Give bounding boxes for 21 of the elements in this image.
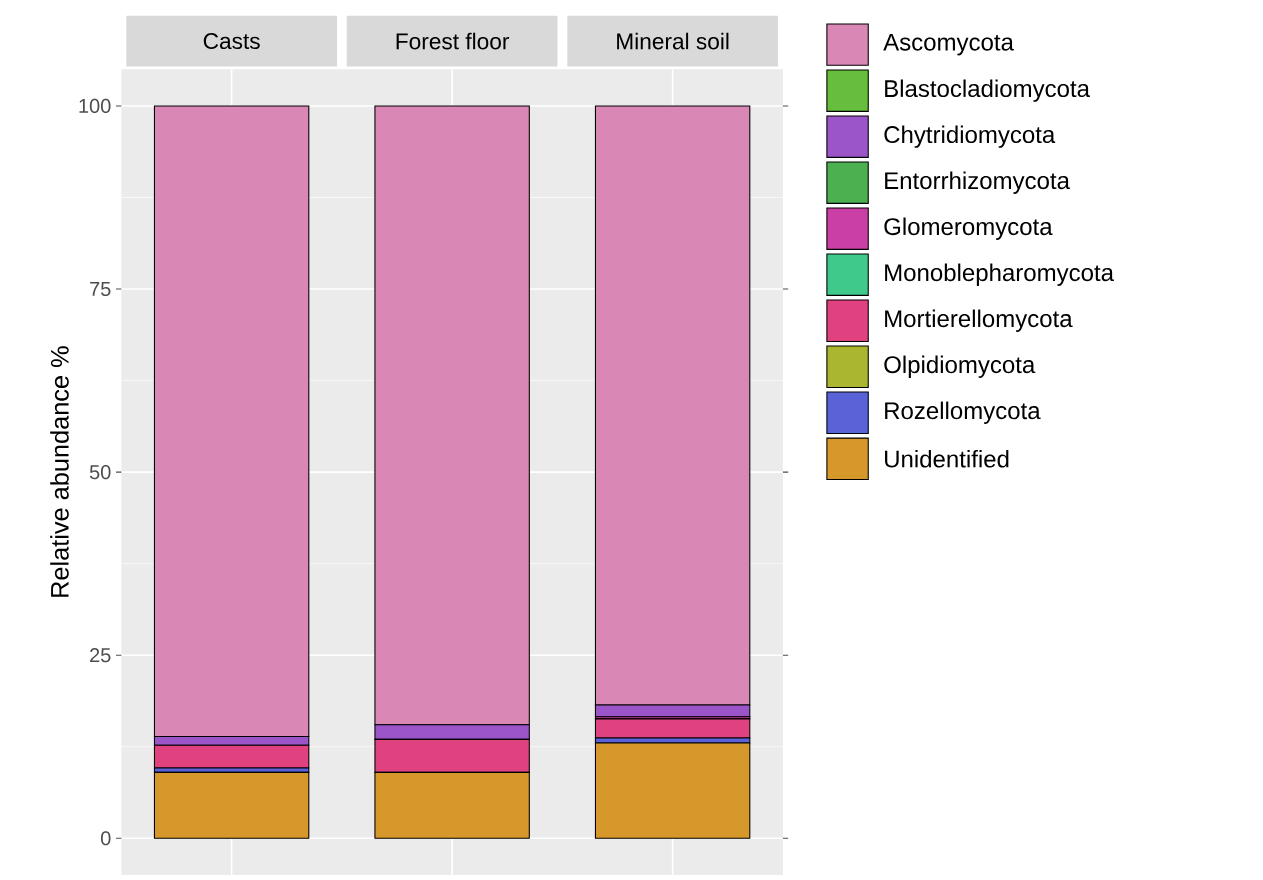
legend-label: Glomeromycota [884,217,1053,240]
legend-label: Rozellomycota [885,401,1041,424]
bar [153,771,310,839]
y-tick-label: 50 [89,464,111,480]
y-tick-label: 0 [100,831,111,846]
legend-label: Blastocladiomycota [885,79,1090,102]
legend-label: Ascomycota [883,33,1014,56]
y-axis-title: Relative abundance % [50,346,69,597]
legend-label: Mortierellomycota [885,309,1073,332]
legend-label: Olpidiomycota [884,355,1036,378]
legend-label: Monoblepharomycota [885,263,1114,286]
bar [594,718,751,739]
y-tick-label: 25 [90,647,111,663]
x-tick-label: Casts [203,32,260,49]
y-tick-label: 75 [90,281,111,296]
x-tick-label: Mineral soil [617,32,729,50]
legend-label: Entorrhizomycota [885,171,1070,194]
y-tick-label: 100 [79,98,111,113]
x-tick-label: Forest floor [396,32,510,50]
legend-label: Unidentified [885,449,1009,468]
legend-label: Chytridiomycota [884,125,1056,148]
